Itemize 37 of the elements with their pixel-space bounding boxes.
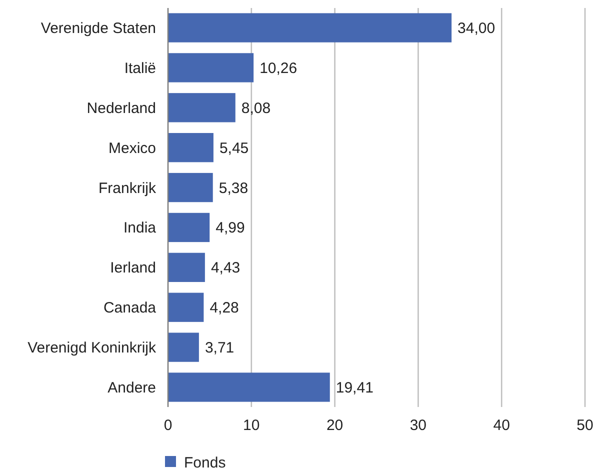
x-tick-label: 10: [243, 417, 260, 434]
y-tick-label: Verenigd Koninkrijk: [28, 340, 156, 357]
y-tick-label: Frankrijk: [98, 180, 156, 197]
data-label: 19,41: [336, 379, 374, 396]
data-label: 10,26: [260, 60, 298, 77]
data-label: 8,08: [241, 100, 271, 117]
bar: [168, 172, 213, 202]
y-tick-label: Andere: [108, 379, 156, 396]
x-tick-label: 0: [164, 417, 172, 434]
data-label: 4,99: [216, 220, 245, 237]
x-tick-label: 20: [326, 417, 344, 434]
y-tick-label: Ierland: [110, 260, 156, 277]
y-tick-label: Italië: [124, 60, 156, 77]
bar: [168, 292, 204, 322]
legend-label: Fonds: [184, 454, 226, 472]
bar: [168, 332, 199, 362]
bar: [168, 372, 330, 402]
bar: [168, 53, 254, 82]
data-label: 5,45: [219, 140, 249, 157]
data-label: 34,00: [458, 20, 496, 38]
bar: [168, 252, 205, 282]
data-label: 5,38: [218, 180, 248, 197]
y-tick-label: Canada: [103, 300, 157, 317]
y-tick-label: Verenigde Staten: [40, 20, 156, 38]
x-tick-label: 50: [576, 417, 594, 434]
bar: [168, 133, 214, 162]
bar: [168, 13, 452, 42]
y-tick-label: Nederland: [86, 100, 156, 117]
data-label: 4,43: [210, 260, 240, 277]
y-tick-label: India: [123, 220, 157, 237]
data-label: 3,71: [204, 340, 234, 357]
bar: [168, 93, 236, 122]
data-label: 4,28: [210, 300, 239, 317]
x-tick-label: 30: [410, 417, 427, 434]
x-tick-label: 40: [493, 417, 510, 434]
bar: [168, 212, 210, 242]
y-tick-label: Mexico: [108, 140, 156, 157]
